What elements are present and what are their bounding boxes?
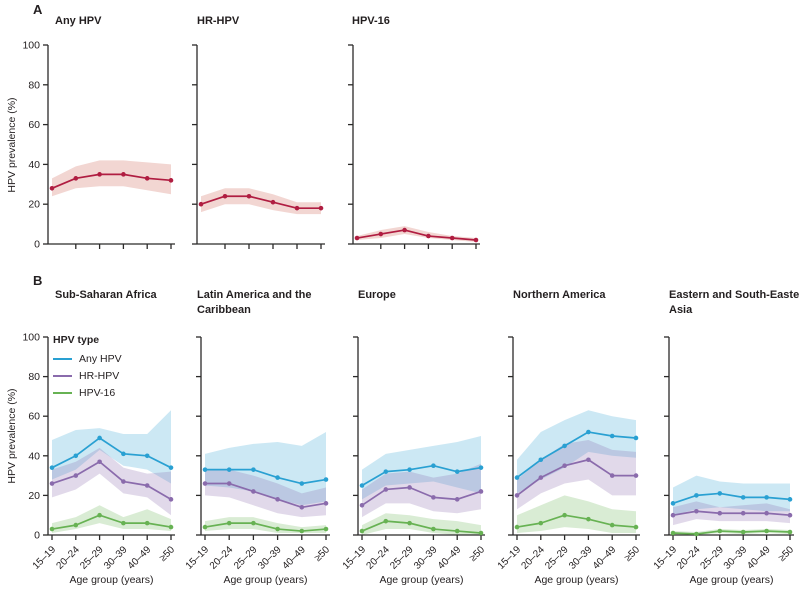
chart-title-latin-america-caribbean: Latin America and the Caribbean (197, 289, 312, 316)
chart-a-hpv-16: HPV-16 (345, 15, 491, 253)
svg-text:60: 60 (28, 411, 40, 423)
svg-text:25–29: 25–29 (388, 544, 416, 572)
svg-text:80: 80 (28, 79, 40, 91)
chart-b-latin-america-caribbean: Latin America and the Caribbean 15–19 20–… (184, 289, 341, 600)
x-axis-title: Age group (years) (689, 574, 774, 586)
svg-text:30–39: 30–39 (256, 544, 284, 572)
svg-text:20–24: 20–24 (364, 544, 392, 572)
svg-text:30–39: 30–39 (412, 544, 440, 572)
chart-title-any-hpv: Any HPV (55, 15, 102, 27)
chart-title-sub-saharan-africa: Sub-Saharan Africa (55, 289, 157, 301)
legend-item-hpv-16: HPV-16 (53, 384, 122, 401)
legend-title: HPV type (53, 334, 100, 346)
svg-text:40: 40 (28, 450, 40, 462)
svg-text:0: 0 (34, 239, 40, 251)
legend-swatch-hpv-16 (53, 391, 72, 394)
svg-text:100: 100 (22, 332, 40, 344)
svg-text:≥50: ≥50 (158, 544, 178, 564)
svg-text:25–29: 25–29 (698, 544, 726, 572)
legend-label-hpv-16: HPV-16 (79, 386, 116, 399)
svg-text:80: 80 (28, 371, 40, 383)
chart-b-northern-america: Northern America 15–19 20–24 25–29 30–39 40–… (496, 289, 651, 600)
chart-title-northern-america: Northern America (513, 289, 606, 301)
svg-text:30–39: 30–39 (102, 544, 130, 572)
x-axis-title: Age group (years) (534, 574, 619, 586)
svg-text:≥50: ≥50 (313, 544, 333, 564)
svg-text:15–19: 15–19 (341, 544, 369, 572)
chart-canvas-hpv-16 (348, 44, 480, 249)
chart-a-hr-hpv: HR-HPV (190, 15, 336, 253)
svg-text:≥50: ≥50 (777, 544, 797, 564)
chart-a-any-hpv: Any HPV 0 20 40 60 80 100 (15, 15, 185, 253)
svg-text:60: 60 (28, 119, 40, 131)
chart-b-eastern-south-eastern-asia: Eastern and South-Eastern Asia 15–19 20–2… (652, 289, 800, 600)
svg-text:30–39: 30–39 (567, 544, 595, 572)
svg-text:25–29: 25–29 (232, 544, 260, 572)
svg-text:20–24: 20–24 (208, 544, 236, 572)
x-axis-title: Age group (years) (379, 574, 464, 586)
chart-b-europe: Europe 15–19 20–24 25–29 30–39 40–49 ≥50 Age … (341, 289, 496, 600)
svg-text:30–39: 30–39 (722, 544, 750, 572)
svg-text:40–49: 40–49 (745, 544, 773, 572)
svg-text:15–19: 15–19 (31, 544, 59, 572)
chart-canvas-hr-hpv (192, 44, 325, 249)
svg-text:20–24: 20–24 (519, 544, 547, 572)
panel-b-label: B (33, 273, 43, 288)
svg-text:40–49: 40–49 (280, 544, 308, 572)
svg-text:20: 20 (28, 490, 40, 502)
chart-b-sub-saharan-africa: Sub-Saharan Africa 0 20 40 60 80 100 15–19 20–2… (15, 289, 185, 600)
legend-item-hr-hpv: HR-HPV (53, 367, 122, 384)
legend-swatch-any-hpv (53, 357, 72, 360)
svg-text:0: 0 (34, 530, 40, 542)
chart-title-eastern-south-eastern-asia: Eastern and South-Eastern Asia (669, 289, 800, 316)
svg-text:40: 40 (28, 159, 40, 171)
svg-text:20–24: 20–24 (675, 544, 703, 572)
svg-text:20: 20 (28, 199, 40, 211)
legend-item-any-hpv: Any HPV (53, 350, 122, 367)
svg-text:40–49: 40–49 (436, 544, 464, 572)
panel-a-label: A (33, 2, 43, 17)
svg-text:25–29: 25–29 (543, 544, 571, 572)
svg-text:15–19: 15–19 (496, 544, 524, 572)
x-axis-title: Age group (years) (223, 574, 308, 586)
svg-text:15–19: 15–19 (184, 544, 212, 572)
svg-text:20–24: 20–24 (54, 544, 82, 572)
legend: HPV type Any HPV HR-HPV HPV-16 (53, 334, 122, 401)
svg-text:100: 100 (22, 40, 40, 52)
chart-title-europe: Europe (358, 289, 396, 301)
legend-label-any-hpv: Any HPV (79, 352, 122, 365)
svg-text:40–49: 40–49 (126, 544, 154, 572)
svg-text:≥50: ≥50 (468, 544, 488, 564)
svg-text:25–29: 25–29 (78, 544, 106, 572)
svg-text:40–49: 40–49 (591, 544, 619, 572)
chart-title-hpv-16: HPV-16 (352, 15, 390, 27)
svg-text:15–19: 15–19 (652, 544, 680, 572)
chart-title-hr-hpv: HR-HPV (197, 15, 240, 27)
svg-text:≥50: ≥50 (623, 544, 643, 564)
x-axis-title: Age group (years) (69, 574, 154, 586)
legend-label-hr-hpv: HR-HPV (79, 369, 120, 382)
chart-canvas-any-hpv: 0 20 40 60 80 100 (22, 40, 175, 251)
legend-swatch-hr-hpv (53, 374, 72, 377)
